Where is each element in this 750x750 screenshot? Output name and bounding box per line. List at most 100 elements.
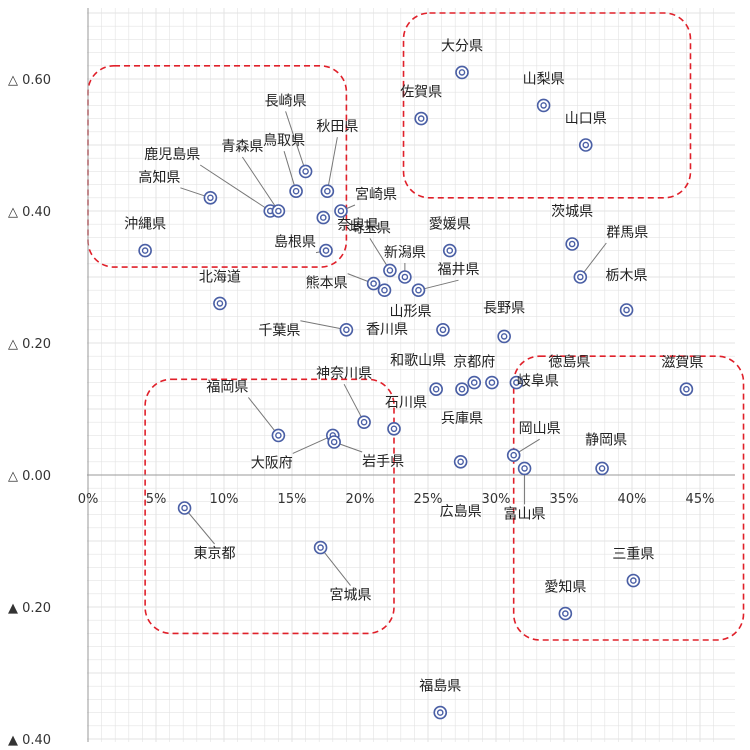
data-point-inner bbox=[623, 306, 630, 314]
data-point-label: 沖縄県 bbox=[124, 217, 166, 233]
data-point-label: 愛知県 bbox=[544, 579, 586, 596]
x-tick-label: 45% bbox=[686, 492, 715, 507]
data-point-outer bbox=[271, 204, 286, 218]
x-tick-label: 20% bbox=[346, 492, 375, 507]
leader-line bbox=[248, 397, 279, 436]
data-point-outer bbox=[573, 270, 588, 284]
data-point-label: 栃木県 bbox=[606, 268, 648, 284]
data-point-inner bbox=[683, 385, 690, 393]
data-point-inner bbox=[457, 458, 464, 466]
y-tick-label: △ 0.20 bbox=[8, 337, 51, 352]
data-point-outer bbox=[271, 428, 286, 443]
x-tick-label: 15% bbox=[278, 492, 307, 507]
data-point-label: 千葉県 bbox=[258, 323, 300, 339]
data-point-inner bbox=[386, 267, 394, 274]
data-point-inner bbox=[540, 102, 547, 109]
data-point-label: 福島県 bbox=[419, 679, 461, 695]
data-point-outer bbox=[506, 448, 521, 463]
leader-line bbox=[300, 320, 347, 331]
data-point-inner bbox=[510, 451, 517, 459]
data-point-inner bbox=[390, 425, 398, 433]
data-point-outer bbox=[455, 65, 469, 80]
data-point-label: 鳥取県 bbox=[263, 133, 305, 149]
data-point-label: 山口県 bbox=[565, 111, 607, 127]
data-point-label: 岡山県 bbox=[519, 421, 561, 437]
data-point-inner bbox=[322, 247, 330, 254]
data-point-label: 山形県 bbox=[389, 304, 431, 320]
data-point-inner bbox=[415, 286, 422, 294]
data-point-outer bbox=[411, 283, 426, 298]
x-tick-label: 40% bbox=[618, 492, 647, 507]
data-point-inner bbox=[500, 333, 508, 340]
data-point-outer bbox=[398, 270, 412, 284]
data-point-label: 大分県 bbox=[441, 38, 483, 54]
data-point-label: 福井県 bbox=[437, 262, 479, 278]
data-point-outer bbox=[509, 375, 524, 390]
data-point-label: 福岡県 bbox=[206, 379, 248, 395]
data-point-outer bbox=[565, 237, 579, 251]
x-tick-label: 25% bbox=[414, 492, 443, 507]
data-point-label: 島根県 bbox=[274, 235, 316, 251]
data-point-outer bbox=[433, 705, 448, 720]
data-point-label: 兵庫県 bbox=[441, 410, 483, 427]
data-point-outer bbox=[313, 540, 328, 555]
data-point-outer bbox=[455, 382, 469, 397]
data-point-inner bbox=[181, 504, 188, 512]
data-point-outer bbox=[289, 184, 303, 198]
data-point-outer bbox=[138, 243, 152, 258]
data-point-inner bbox=[436, 709, 444, 716]
data-point-inner bbox=[521, 465, 528, 472]
data-point-inner bbox=[381, 286, 388, 294]
data-point-outer bbox=[298, 164, 313, 179]
data-point-outer bbox=[429, 382, 443, 397]
data-point-outer bbox=[442, 243, 457, 258]
data-point-label: 広島県 bbox=[440, 504, 482, 520]
data-point-label: 宮崎県 bbox=[355, 187, 397, 203]
data-point-inner bbox=[562, 610, 569, 617]
data-point-outer bbox=[536, 98, 551, 113]
data-point-inner bbox=[401, 273, 409, 281]
leader-line bbox=[320, 547, 351, 586]
data-point-label: 大阪府 bbox=[251, 455, 293, 471]
data-point-label: 徳島県 bbox=[548, 355, 590, 371]
x-tick-label: 0% bbox=[78, 492, 99, 507]
data-point-inner bbox=[470, 379, 478, 386]
data-point-inner bbox=[577, 273, 584, 281]
data-point-inner bbox=[324, 187, 331, 195]
x-tick-label: 35% bbox=[550, 492, 579, 507]
data-points bbox=[138, 65, 694, 720]
data-point-inner bbox=[207, 194, 214, 202]
data-point-label: 滋賀県 bbox=[661, 355, 703, 371]
data-point-label: 東京都 bbox=[194, 546, 236, 562]
data-point-label: 新潟県 bbox=[384, 245, 426, 261]
data-point-label: 岩手県 bbox=[362, 454, 404, 470]
data-point-outer bbox=[467, 375, 482, 390]
plot-grid bbox=[87, 8, 735, 742]
y-tick-label: △ 0.00 bbox=[8, 469, 51, 484]
data-point-outer bbox=[320, 184, 335, 198]
data-point-inner bbox=[458, 385, 466, 393]
leader-line bbox=[326, 137, 338, 192]
data-point-label: 埼玉県 bbox=[349, 220, 391, 236]
data-point-label: 群馬県 bbox=[606, 225, 648, 241]
data-point-inner bbox=[458, 69, 466, 76]
data-point-outer bbox=[436, 322, 450, 337]
data-point-outer bbox=[517, 461, 532, 476]
data-point-outer bbox=[578, 138, 593, 152]
data-point-label: 山梨県 bbox=[523, 71, 565, 87]
data-point-outer bbox=[619, 303, 634, 317]
data-point-inner bbox=[337, 207, 345, 215]
y-tick-label: ▲ 0.20 bbox=[8, 601, 51, 616]
data-point-inner bbox=[343, 326, 350, 334]
data-point-outer bbox=[377, 283, 392, 298]
data-point-inner bbox=[488, 379, 496, 386]
data-point-inner bbox=[330, 438, 338, 446]
group-box-lower-right bbox=[512, 355, 745, 641]
group-box-upper-right bbox=[402, 12, 692, 199]
y-tick-label: △ 0.60 bbox=[8, 73, 51, 88]
data-point-outer bbox=[679, 382, 694, 397]
data-point-label: 神奈川県 bbox=[316, 366, 372, 382]
data-point-label: 長崎県 bbox=[265, 93, 307, 109]
